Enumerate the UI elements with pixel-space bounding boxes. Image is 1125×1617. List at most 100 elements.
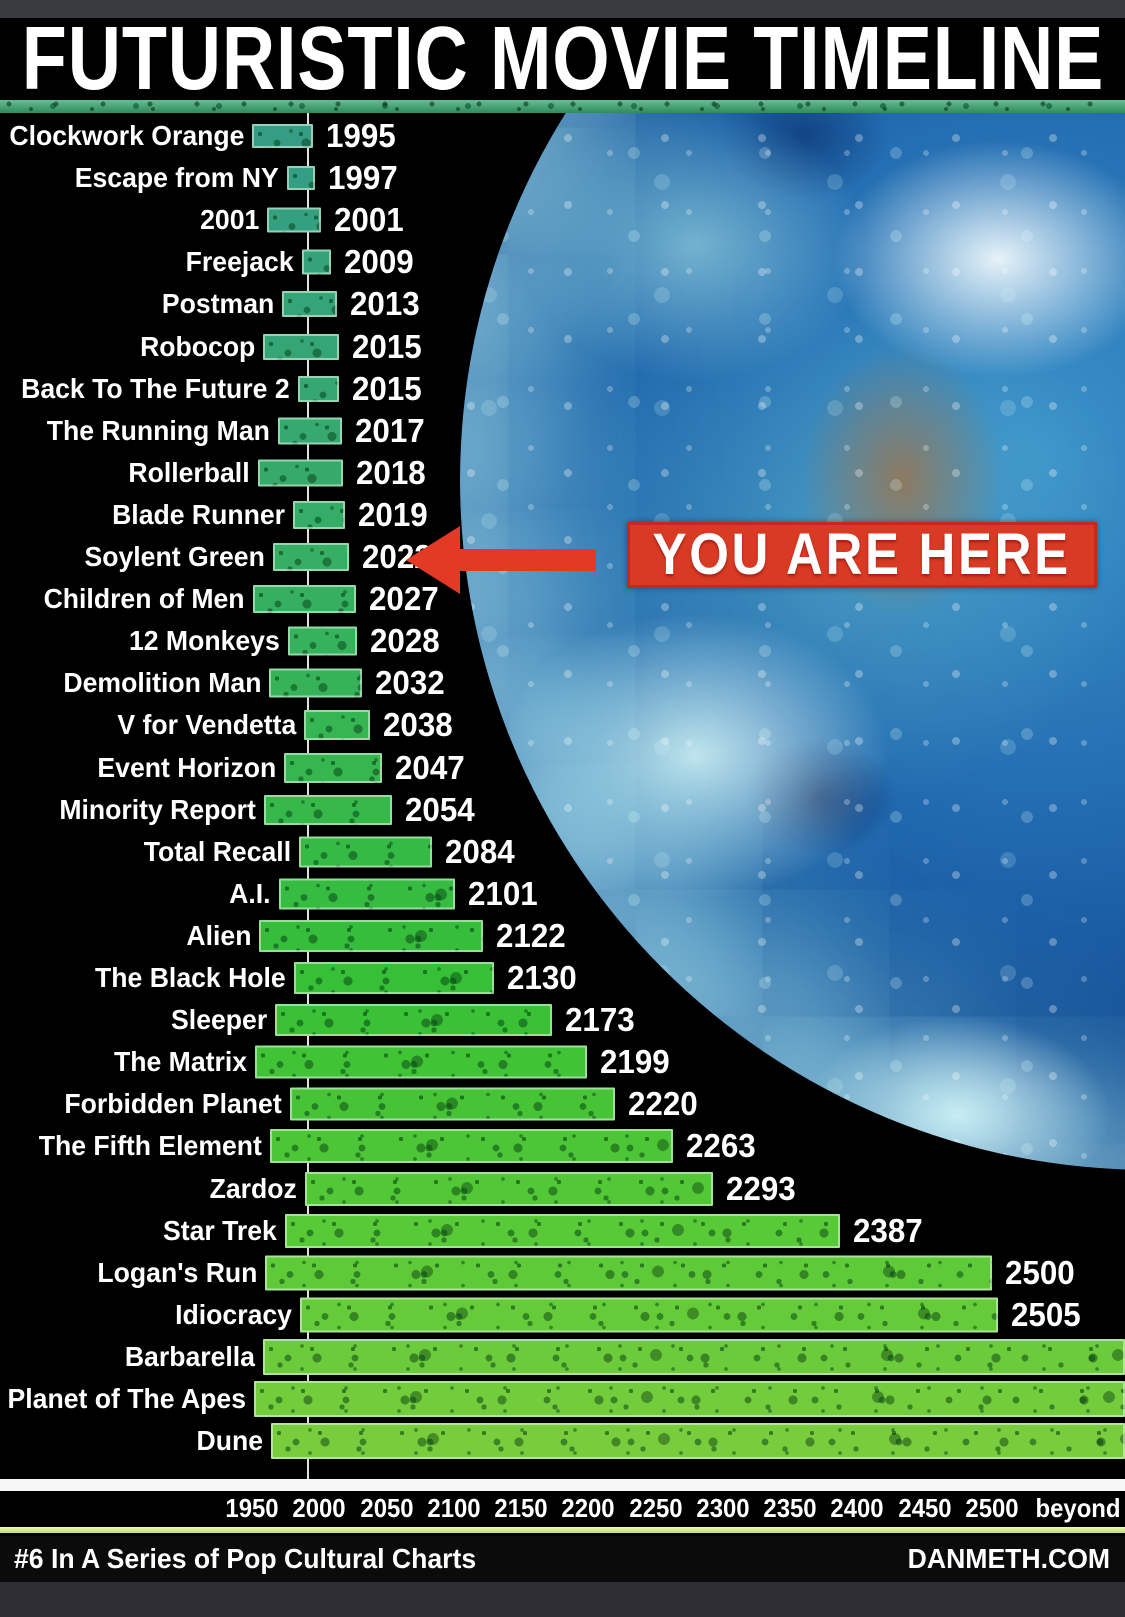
- year-value: 2122: [496, 916, 566, 954]
- movie-label: A.I.: [229, 877, 271, 909]
- year-value: 2047: [395, 748, 465, 786]
- year-value: 2199: [600, 1043, 670, 1081]
- movie-row: Freejack 2009: [0, 241, 1125, 283]
- movie-row: Demolition Man 2032: [0, 662, 1125, 704]
- axis-overflow-label: beyond: [1035, 1493, 1121, 1523]
- movie-label: Planet of The Apes: [7, 1383, 246, 1415]
- movie-bar: [298, 375, 339, 402]
- axis-tick-label: 2400: [830, 1493, 884, 1523]
- movie-row: Blade Runner 2019: [0, 494, 1125, 536]
- you-are-here-badge: YOU ARE HERE: [627, 522, 1097, 588]
- movie-label: Forbidden Planet: [64, 1088, 282, 1120]
- movie-bar: [285, 1213, 840, 1248]
- movie-bar: [275, 1004, 552, 1037]
- movie-bar: [279, 878, 455, 910]
- movie-label: Rollerball: [128, 456, 250, 488]
- year-value: 2173: [565, 1001, 635, 1039]
- movie-label: Soylent Green: [84, 541, 265, 573]
- year-value: 1995: [326, 117, 396, 155]
- left-arrow-icon: [406, 526, 596, 594]
- footer-divider-line: [0, 1527, 1125, 1533]
- movie-label: Sleeper: [170, 1004, 267, 1036]
- movie-row: The Black Hole 2130: [0, 957, 1125, 999]
- year-value: 2009: [344, 243, 414, 281]
- top-frame-strip: [0, 0, 1125, 18]
- movie-bar: [304, 710, 370, 741]
- year-value: 2101: [468, 874, 538, 912]
- movie-bar: [255, 1045, 587, 1079]
- movie-row: Idiocracy 2505: [0, 1294, 1125, 1336]
- movie-label: The Fifth Element: [38, 1130, 262, 1162]
- movie-row: Forbidden Planet 2220: [0, 1083, 1125, 1125]
- movie-label: Children of Men: [44, 583, 245, 615]
- movie-row: Children of Men 2027: [0, 578, 1125, 620]
- movie-row: Planet of The Apes: [0, 1378, 1125, 1420]
- year-value: 2054: [405, 790, 475, 828]
- year-value: 2018: [356, 453, 426, 491]
- movie-label: V for Vendetta: [117, 709, 296, 741]
- movie-label: The Matrix: [113, 1046, 247, 1078]
- movie-row: Logan's Run 2500: [0, 1252, 1125, 1294]
- year-value: 2084: [445, 832, 515, 870]
- series-caption: #6 In A Series of Pop Cultural Charts: [14, 1543, 477, 1574]
- movie-label: 2001: [199, 204, 259, 236]
- movie-bar: [259, 919, 483, 952]
- axis-baseline-strip: [0, 1479, 1125, 1491]
- year-value: 2028: [370, 622, 440, 660]
- year-value: 2013: [350, 285, 420, 323]
- title-divider-band: [0, 100, 1125, 113]
- movie-row: Alien 2122: [0, 915, 1125, 957]
- movie-row: Postman 2013: [0, 283, 1125, 325]
- header: FUTURISTIC MOVIE TIMELINE: [0, 14, 1125, 104]
- x-axis-tick-labels: 1950 2000 2050 2100 2150 2200 2250 2300 2350 2400…: [0, 1491, 1125, 1525]
- movie-bar: [254, 1381, 1125, 1418]
- year-value: 2505: [1011, 1295, 1081, 1333]
- axis-tick-label: 2150: [494, 1493, 548, 1523]
- movie-bar: [305, 1171, 713, 1206]
- axis-tick-label: 2000: [292, 1493, 346, 1523]
- year-value: 2015: [352, 369, 422, 407]
- year-value: 2001: [334, 201, 404, 239]
- movie-bar: [299, 836, 432, 868]
- axis-tick-label: 2300: [696, 1493, 750, 1523]
- movie-row: Zardoz 2293: [0, 1168, 1125, 1210]
- axis-tick-label: 2450: [897, 1493, 952, 1523]
- movie-row: 12 Monkeys 2028: [0, 620, 1125, 662]
- movie-bar: [263, 333, 339, 360]
- movie-label: Blade Runner: [112, 498, 285, 530]
- axis-tick-label: 2050: [359, 1493, 414, 1523]
- axis-tick-label: 2500: [965, 1493, 1019, 1523]
- year-value: 2015: [352, 327, 422, 365]
- movie-bar: [288, 626, 357, 656]
- movie-bar: [282, 291, 337, 318]
- movie-label: Total Recall: [143, 835, 291, 867]
- year-value: 2038: [383, 706, 453, 744]
- movie-bar: [300, 1297, 998, 1333]
- movie-row: Total Recall 2084: [0, 831, 1125, 873]
- movie-row: Sleeper 2173: [0, 999, 1125, 1041]
- movie-label: Demolition Man: [62, 667, 261, 699]
- movie-row: Robocop 2015: [0, 326, 1125, 368]
- movie-bar: [284, 752, 382, 783]
- axis-tick-label: 2100: [427, 1493, 481, 1523]
- bottom-frame-strip: [0, 1582, 1125, 1617]
- year-value: 2263: [686, 1127, 756, 1165]
- year-value: 2019: [358, 495, 428, 533]
- movie-bar: [273, 543, 349, 572]
- movie-row: The Fifth Element 2263: [0, 1125, 1125, 1167]
- movie-row: The Running Man 2017: [0, 410, 1125, 452]
- movie-label: Back To The Future 2: [21, 372, 290, 404]
- movie-label: Escape from NY: [74, 162, 279, 194]
- movie-row: Clockwork Orange 1995: [0, 115, 1125, 157]
- movie-bar: [264, 794, 392, 825]
- page-title: FUTURISTIC MOVIE TIMELINE: [21, 9, 1104, 109]
- movie-row: Back To The Future 2 2015: [0, 368, 1125, 410]
- year-value: 2032: [375, 664, 445, 702]
- movie-bar: [253, 585, 356, 614]
- year-value: 2220: [628, 1085, 698, 1123]
- year-value: 2293: [726, 1169, 796, 1207]
- movie-bar: [271, 1423, 1125, 1460]
- year-value: 2130: [507, 959, 577, 997]
